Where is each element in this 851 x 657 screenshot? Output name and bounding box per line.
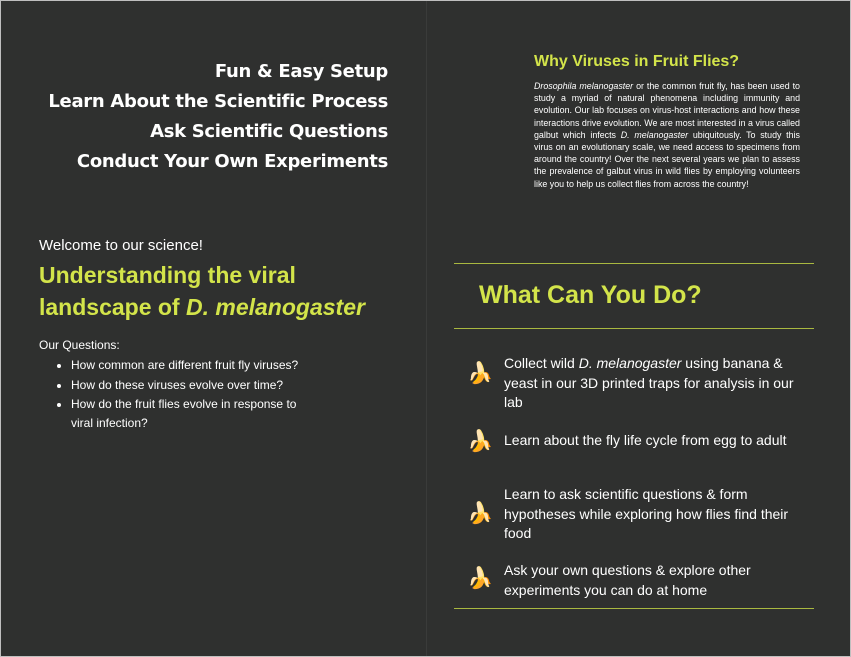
paragraph-text: or the common fruit fly, has been used t… (534, 81, 800, 140)
headline-species: D. melanogaster (185, 294, 365, 320)
action-text: Learn to ask scientific questions & form… (504, 486, 789, 541)
action-text: Collect wild D. melanogaster using banan… (504, 355, 794, 410)
headline-line-1: Understanding the viral (39, 262, 296, 288)
section-title-why: Why Viruses in Fruit Flies? (534, 53, 740, 70)
species-name: D. melanogaster (578, 355, 682, 371)
banana-icon: 🍌 (467, 567, 494, 590)
paragraph-text: ubiquitously. To study this virus on an … (534, 129, 800, 189)
banana-icon: 🍌 (467, 430, 494, 453)
species-name: D. melanogaster (620, 129, 689, 140)
banana-icon: 🍌 (467, 502, 494, 525)
feature-item: Ask Scientific Questions (150, 121, 388, 142)
welcome-text: Welcome to our science! (39, 237, 203, 254)
headline-line-2-prefix: landscape of (39, 294, 186, 320)
questions-title: Our Questions: (39, 338, 120, 352)
feature-item: Fun & Easy Setup (214, 61, 388, 82)
section-rule-middle (454, 328, 814, 329)
headline: Understanding the viral landscape of D. … (39, 259, 399, 323)
species-name: Drosophila melanogaster (534, 81, 634, 91)
questions-list: How common are different fruit fly virus… (56, 356, 301, 433)
question-item: How common are different fruit fly virus… (71, 356, 301, 375)
banana-icon: 🍌 (467, 362, 494, 385)
fold-line (426, 1, 427, 656)
feature-item: Conduct Your Own Experiments (76, 151, 388, 172)
feature-item: Learn About the Scientific Process (48, 91, 388, 112)
headline-line-2: landscape of D. melanogaster (39, 291, 399, 323)
question-item: How do these viruses evolve over time? (71, 376, 301, 395)
section-title-what: What Can You Do? (479, 281, 702, 309)
action-text: Learn about the fly life cycle from egg … (504, 432, 787, 448)
feature-list: Fun & Easy Setup Learn About the Scienti… (48, 57, 388, 177)
action-text: Ask your own questions & explore other e… (504, 562, 751, 598)
section-rule-bottom (454, 608, 814, 609)
why-paragraph: Drosophila melanogaster or the common fr… (534, 80, 800, 190)
question-item: How do the fruit flies evolve in respons… (71, 395, 301, 432)
section-rule-top (454, 263, 814, 264)
